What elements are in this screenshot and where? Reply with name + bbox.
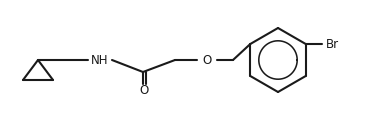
Text: O: O	[202, 53, 212, 67]
Text: NH: NH	[91, 53, 109, 67]
Text: Br: Br	[326, 37, 339, 51]
Text: O: O	[139, 84, 149, 96]
